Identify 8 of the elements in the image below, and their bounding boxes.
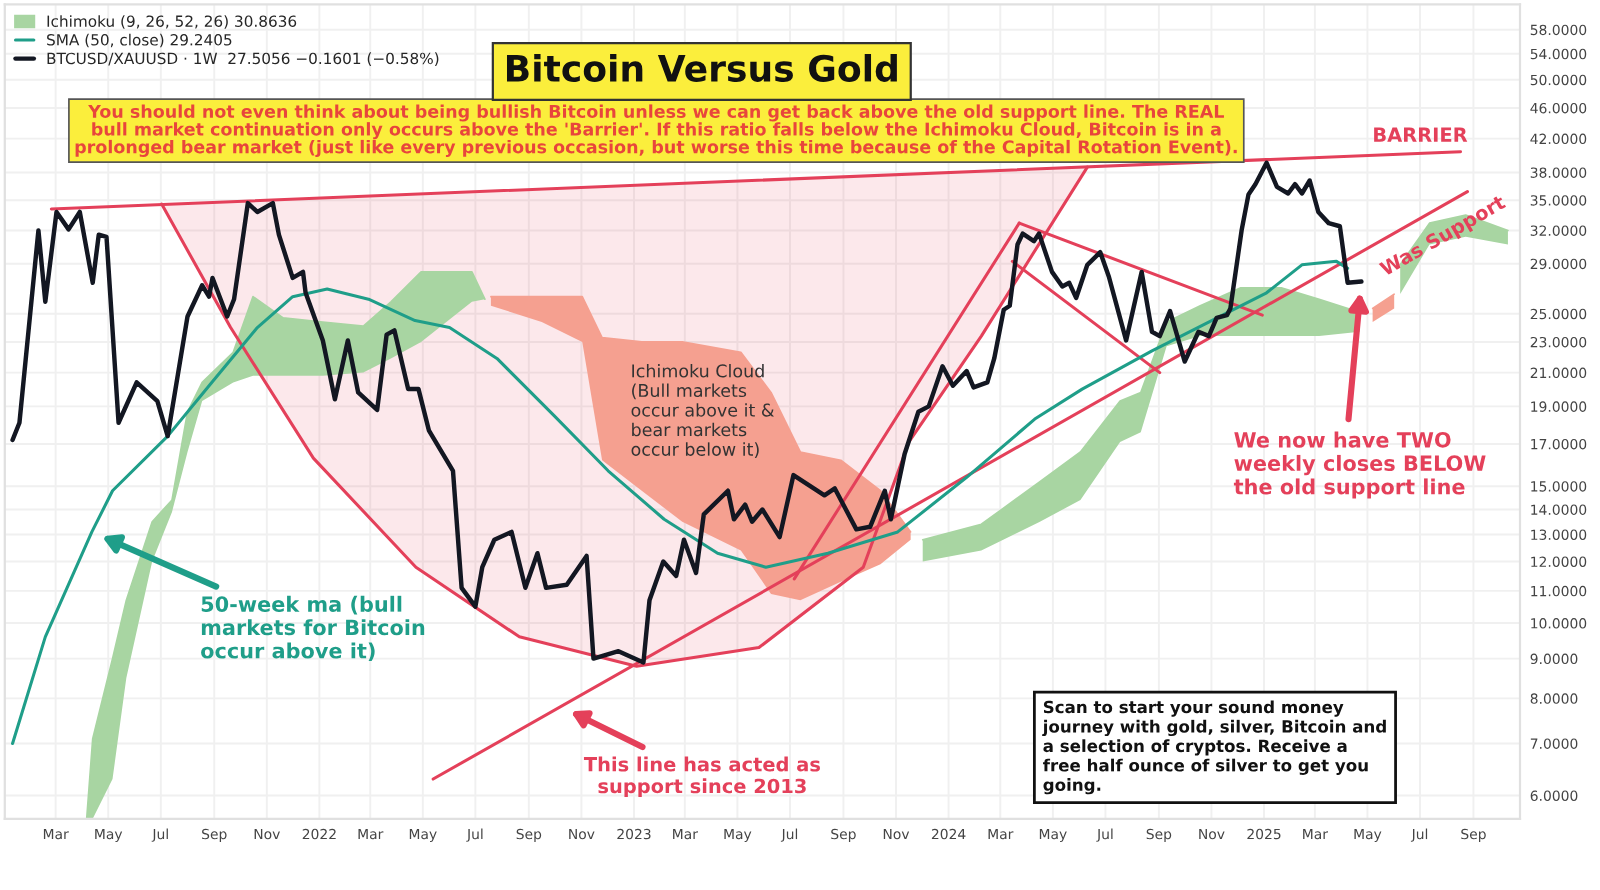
annotation: We now have TWO weekly closes BELOW the old support line xyxy=(1233,431,1486,499)
text: Bitcoin Versus Gold xyxy=(506,53,897,82)
annotation: Ichimoku Cloud (Bull markets occur above it & bear markets occur below it) xyxy=(631,363,774,458)
text: You should not even think about being bullish Bitcoin unless we can get back above the old support line. The REAL bull market continuation only occurs above the 'Barrier'. If this ratio falls below the Ichimoku Cloud, Bitcoin is in a prolonged bear market (just like every previous occasion, but worse this time because of the Capital Rotation Event). xyxy=(75,104,1237,157)
annotation: BARRIER xyxy=(1374,127,1468,142)
annotation: Scan to start your sound money journey with gold, silver, Bitcoin and a selection of cryptos. Receive a free half ounce of silver to get you going. xyxy=(1042,700,1386,795)
annotation: 50-week ma (bull markets for Bitcoin occur above it) xyxy=(201,595,425,662)
annotation: This line has acted as support since 2013 xyxy=(583,756,820,798)
